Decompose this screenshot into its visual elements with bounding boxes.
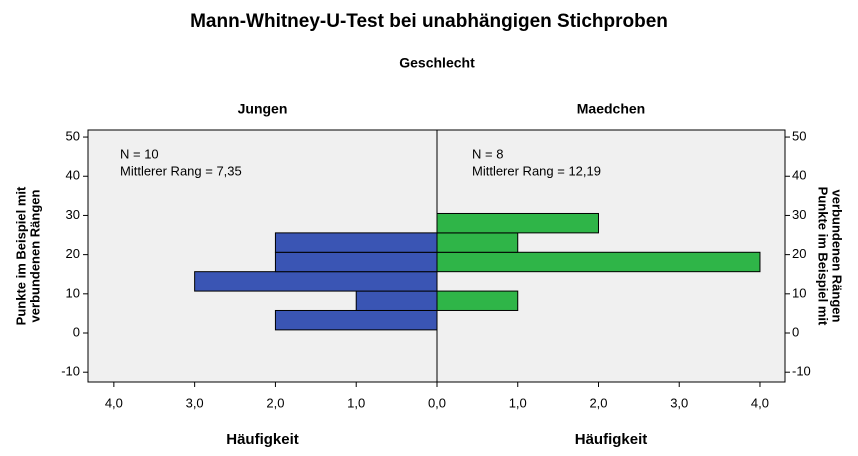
y2-axis-label: Punkte im Beispiel mit bbox=[816, 187, 831, 326]
y2-tick-label: 0 bbox=[792, 324, 799, 339]
y-tick-label: 50 bbox=[66, 128, 80, 143]
y-axis-label: Punkte im Beispiel mit bbox=[13, 186, 28, 325]
x-tick-label: 4,0 bbox=[751, 395, 769, 410]
x-tick-label: 2,0 bbox=[266, 395, 284, 410]
bar bbox=[194, 271, 438, 292]
bar bbox=[436, 290, 519, 311]
y2-tick-label: 10 bbox=[792, 285, 806, 300]
y-tick-label: 40 bbox=[66, 168, 80, 183]
x-tick-label: 2,0 bbox=[589, 395, 607, 410]
annotation: Mittlerer Rang = 12,19 bbox=[472, 163, 601, 178]
y-tick-label: 10 bbox=[66, 285, 80, 300]
bar bbox=[436, 232, 519, 253]
y2-axis-label: verbundenen Rängen bbox=[830, 190, 845, 323]
bar bbox=[436, 212, 599, 234]
x-tick-label: 4,0 bbox=[105, 395, 123, 410]
x-tick-label: 1,0 bbox=[347, 395, 365, 410]
annotation: N = 10 bbox=[120, 146, 159, 161]
chart-title: Mann-Whitney-U-Test bei unabhängigen Sti… bbox=[190, 11, 668, 32]
panel-title: Jungen bbox=[238, 101, 288, 117]
y-tick-label: -10 bbox=[61, 364, 80, 379]
y2-tick-label: 30 bbox=[792, 207, 806, 222]
y-axis-label: verbundenen Rängen bbox=[27, 189, 42, 322]
x-tick-label: 1,0 bbox=[509, 395, 527, 410]
bar bbox=[274, 309, 438, 331]
x-axis-label: Häufigkeit bbox=[575, 431, 648, 448]
annotation: N = 8 bbox=[472, 146, 503, 161]
y-tick-label: 30 bbox=[66, 207, 80, 222]
bar bbox=[436, 251, 761, 273]
x-axis-label: Häufigkeit bbox=[226, 431, 299, 448]
bar bbox=[274, 232, 438, 253]
y2-tick-label: 50 bbox=[792, 128, 806, 143]
y2-tick-label: 20 bbox=[792, 246, 806, 261]
y2-tick-label: -10 bbox=[792, 364, 811, 379]
y-tick-label: 0 bbox=[73, 324, 80, 339]
x-tick-label: 3,0 bbox=[670, 395, 688, 410]
bar bbox=[355, 290, 438, 311]
x-tick-label: 0,0 bbox=[428, 395, 446, 410]
y-tick-label: 20 bbox=[66, 246, 80, 261]
annotation: Mittlerer Rang = 7,35 bbox=[120, 163, 242, 178]
panel-title: Maedchen bbox=[577, 101, 645, 117]
chart-subtitle: Geschlecht bbox=[399, 55, 475, 71]
x-tick-label: 3,0 bbox=[186, 395, 204, 410]
bar bbox=[274, 251, 438, 273]
y2-tick-label: 40 bbox=[792, 168, 806, 183]
